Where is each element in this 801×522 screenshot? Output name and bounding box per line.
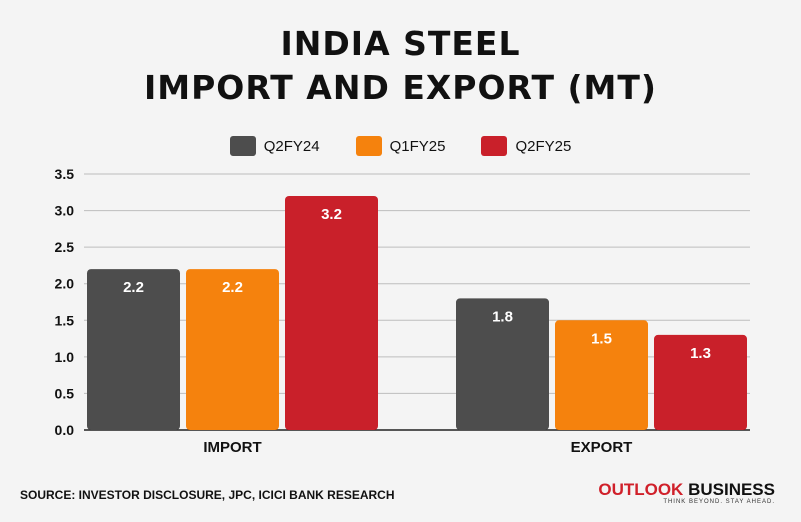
legend-swatch-q2fy24 (229, 136, 256, 156)
legend-swatch-q2fy25 (481, 136, 508, 156)
legend-swatch-q1fy25 (355, 136, 382, 156)
y-tick-label: 3.0 (55, 203, 75, 219)
brand-name: OUTLOOK BUSINESS (598, 481, 775, 499)
y-tick-label: 1.0 (55, 349, 75, 365)
legend-item-q1fy25: Q1FY25 (355, 136, 446, 156)
bar-import-q2fy25 (285, 195, 378, 430)
brand-tagline: THINK BEYOND. STAY AHEAD. (663, 499, 775, 505)
data-label: 2.2 (123, 279, 144, 296)
bar-export-q2fy25 (654, 334, 747, 430)
source-note: SOURCE: INVESTOR DISCLOSURE, JPC, ICICI … (20, 488, 395, 502)
brand-name-part2: BUSINESS (688, 480, 775, 499)
chart-title: INDIA STEEL IMPORT AND EXPORT (MT) (0, 22, 801, 110)
legend-label-q2fy24: Q2FY24 (263, 137, 320, 155)
title-line-2: IMPORT AND EXPORT (MT) (144, 68, 657, 107)
data-label: 2.2 (222, 279, 243, 296)
data-label: 1.8 (492, 308, 513, 325)
title-line-1: INDIA STEEL (280, 24, 521, 63)
bar-export-q1fy25 (555, 320, 648, 430)
brand-name-part1: OUTLOOK (598, 480, 684, 499)
y-tick-label: 1.5 (55, 312, 75, 328)
data-label: 1.3 (690, 345, 711, 362)
x-tick-label: IMPORT (203, 439, 261, 456)
brand-logo: OUTLOOK BUSINESS THINK BEYOND. STAY AHEA… (598, 481, 775, 506)
legend-label-q2fy25: Q2FY25 (515, 137, 572, 155)
y-tick-label: 0.5 (55, 385, 75, 401)
bar-import-q1fy25 (186, 269, 279, 430)
bar-import-q2fy24 (87, 269, 180, 430)
y-tick-label: 2.0 (55, 276, 75, 292)
legend-label-q1fy25: Q1FY25 (389, 137, 446, 155)
y-tick-label: 2.5 (55, 239, 75, 255)
data-label: 3.2 (321, 206, 342, 223)
legend-item-q2fy25: Q2FY25 (481, 136, 571, 156)
data-label: 1.5 (591, 330, 612, 347)
bar-export-q2fy24 (456, 298, 549, 430)
y-tick-label: 0.0 (55, 422, 75, 438)
legend-item-q2fy24: Q2FY24 (229, 136, 320, 156)
y-tick-label: 3.5 (55, 166, 75, 182)
legend: Q2FY24 Q1FY25 Q2FY25 (0, 136, 801, 156)
x-tick-label: EXPORT (571, 439, 633, 456)
